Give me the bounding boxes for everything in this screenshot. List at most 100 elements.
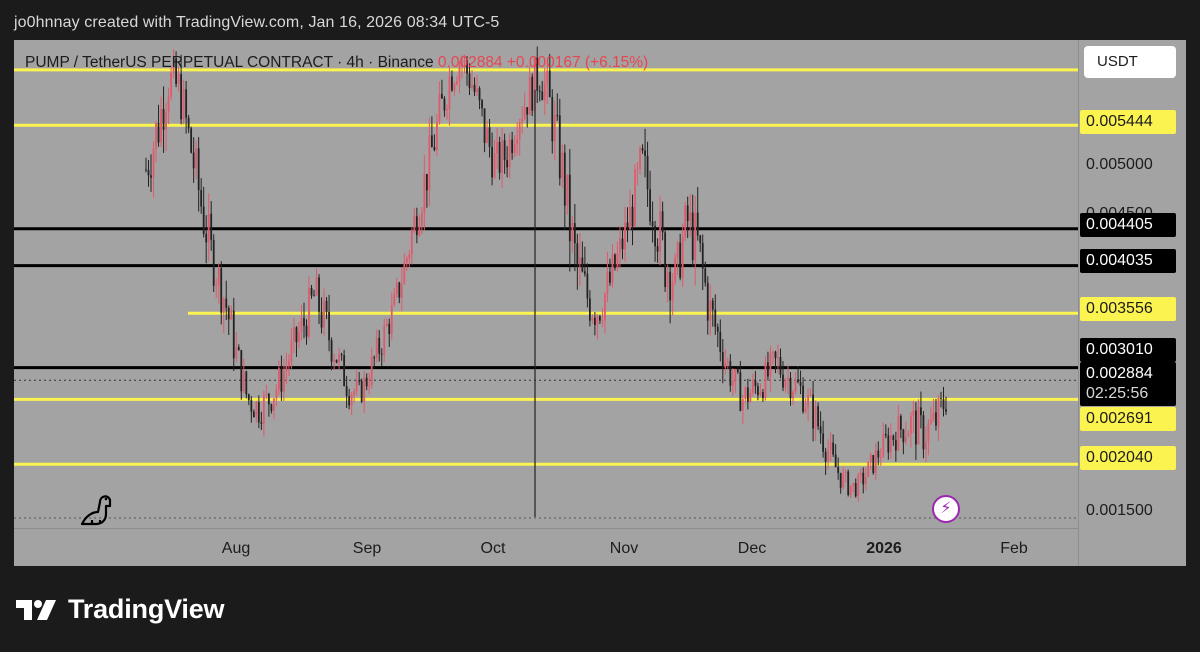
candle-body (889, 435, 892, 453)
tradingview-brand: TradingView (16, 594, 225, 625)
level-label-0: 0.005444 (1080, 110, 1176, 134)
candle-body (839, 472, 842, 488)
time-axis-divider (14, 528, 1078, 529)
candle-body (310, 287, 313, 296)
candle-body (563, 152, 566, 206)
candle-body (606, 271, 609, 294)
candle-body (180, 74, 183, 120)
candle-body (363, 377, 366, 402)
candle-body (666, 271, 669, 288)
candle-body (631, 206, 634, 227)
candle-body (654, 226, 656, 247)
candle-body (433, 147, 436, 151)
candle-body (506, 160, 509, 168)
candle-body (832, 442, 835, 455)
candle-body (370, 357, 373, 386)
candle-body (626, 222, 629, 230)
candle-body (491, 146, 493, 178)
candle-body (428, 135, 431, 191)
candle-body (538, 90, 541, 92)
candle-body (255, 401, 258, 418)
candle-body (814, 406, 817, 429)
candle-body (250, 400, 253, 412)
candle-body (518, 122, 521, 140)
candle-body (894, 439, 897, 451)
candle-body (438, 93, 441, 122)
candle-body (152, 148, 155, 178)
lightning-bolt-icon[interactable]: ⚡ (932, 495, 960, 523)
candle-body (430, 135, 433, 148)
candle-body (295, 327, 298, 343)
candle-body (726, 361, 729, 363)
candle-body (285, 366, 288, 372)
candle-body (197, 148, 200, 191)
candle-body (528, 76, 531, 115)
candle-body (664, 232, 667, 288)
candle-body (694, 212, 697, 261)
candle-body (235, 347, 238, 359)
candle-body (706, 282, 709, 321)
time-label-aug: Aug (221, 540, 251, 557)
candle-body (165, 112, 167, 130)
currency-unit-button[interactable]: USDT (1084, 46, 1176, 78)
candle-body (844, 471, 847, 474)
candle-body (724, 362, 727, 368)
candle-body (812, 394, 814, 429)
candle-body (834, 454, 837, 468)
candle-body (481, 100, 483, 109)
candle-body (190, 128, 193, 153)
bar-countdown: 02:25:56 (1086, 385, 1149, 402)
candle-body (325, 300, 328, 312)
candle-body (395, 282, 398, 295)
candle-body (578, 257, 581, 264)
candle-body (656, 246, 659, 252)
candle-body (759, 392, 762, 396)
candle-body (155, 123, 157, 149)
candle-body (757, 386, 759, 396)
candle-body (899, 416, 902, 430)
candle-body (699, 235, 702, 243)
candle-body (553, 115, 556, 142)
candle-body (531, 76, 534, 111)
candle-body (486, 127, 488, 143)
candle-body (162, 108, 165, 130)
candle-body (817, 406, 820, 427)
candle-body (837, 467, 840, 473)
candle-body (686, 205, 689, 221)
candle-body (909, 416, 912, 434)
candle-body (616, 253, 619, 269)
candle-body (684, 205, 687, 238)
candle-body (779, 357, 782, 375)
candle-body (330, 340, 333, 362)
candle-body (476, 88, 478, 93)
candle-body (275, 389, 278, 399)
candle-body (383, 325, 386, 355)
candle-body (252, 411, 255, 418)
candle-body (245, 371, 248, 395)
candle-body (859, 472, 862, 476)
candle-body (265, 393, 268, 396)
candle-body (754, 380, 757, 387)
candle-body (621, 238, 624, 250)
candle-body (764, 362, 767, 399)
candlestick-chart[interactable] (14, 40, 1186, 566)
candle-body (205, 233, 208, 243)
candle-body (463, 59, 466, 63)
candle-body (516, 139, 519, 145)
candle-body (601, 320, 604, 322)
candle-body (729, 361, 732, 386)
candle-body (398, 282, 401, 298)
level-label-6: 0.002040 (1080, 446, 1176, 470)
candle-body (849, 485, 852, 496)
candle-body (283, 371, 285, 392)
candle-body (594, 317, 596, 325)
chart-frame[interactable]: PUMP / TetherUS PERPETUAL CONTRACT · 4h … (14, 40, 1186, 566)
candle-body (215, 285, 218, 287)
candle-body (533, 57, 536, 111)
candle-body (942, 399, 945, 410)
candle-body (872, 455, 875, 473)
candle-body (556, 115, 559, 117)
candle-body (390, 305, 393, 335)
candle-body (714, 309, 717, 327)
candle-body (696, 212, 699, 236)
